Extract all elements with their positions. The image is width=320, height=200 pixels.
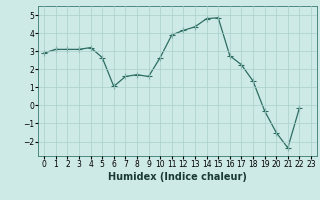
X-axis label: Humidex (Indice chaleur): Humidex (Indice chaleur) bbox=[108, 172, 247, 182]
